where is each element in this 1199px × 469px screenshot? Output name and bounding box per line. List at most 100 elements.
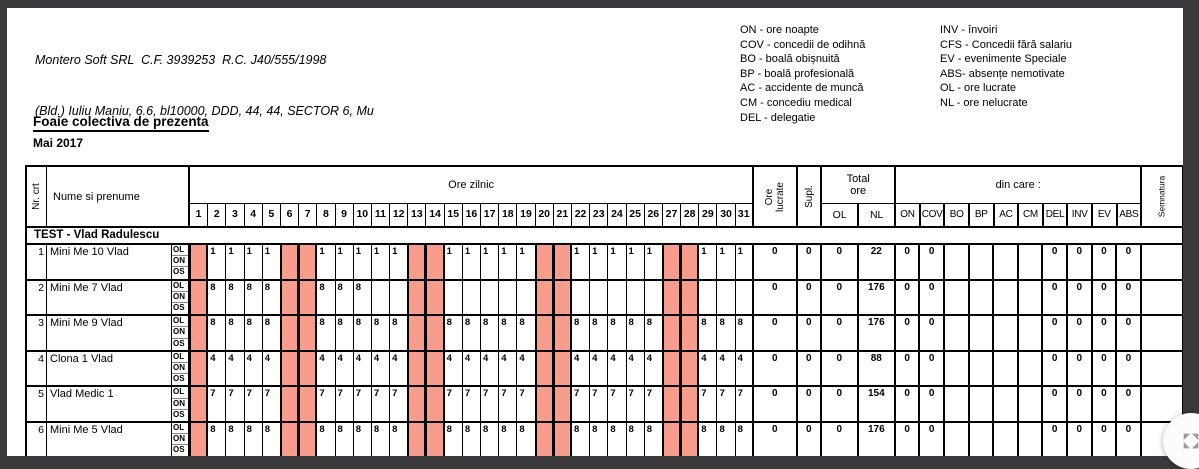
day-col-header: 2 (208, 204, 227, 228)
cell-abs: 0 (1117, 245, 1142, 279)
viewer-frame-right (1183, 0, 1199, 456)
day-cell: 8 (736, 316, 754, 350)
day-cell (280, 280, 300, 315)
day-col-header: 8 (317, 204, 336, 228)
day-cell: 1 (645, 245, 663, 279)
cell-supl: 0 (798, 387, 822, 421)
day-cell: 7 (481, 387, 500, 421)
cell-semnatura (1142, 281, 1182, 315)
day-cell (681, 387, 700, 421)
subrow-label: OL (172, 245, 188, 257)
day-cell: 8 (354, 316, 372, 350)
cell-cov: 0 (920, 245, 945, 279)
day-col-header: 24 (608, 204, 627, 228)
subrow-labels: OL ON OS (172, 280, 190, 315)
day-cell (590, 280, 609, 315)
cell-semnatura (1142, 316, 1182, 350)
cell-total-nl: 176 (859, 422, 896, 456)
cell-cm (1019, 280, 1044, 315)
legend-item: INV - învoiri (940, 24, 998, 36)
row-number: 2 (27, 280, 47, 315)
day-cell (572, 280, 591, 315)
day-cell: 4 (499, 351, 518, 386)
day-cell (627, 280, 645, 315)
day-cell: 4 (481, 351, 500, 386)
day-cell (426, 422, 445, 456)
cell-cm (1019, 422, 1044, 456)
day-cell: 7 (317, 387, 336, 421)
row-number: 3 (27, 316, 47, 350)
day-col-header: 3 (226, 204, 245, 228)
day-cell (299, 387, 318, 421)
row-number: 4 (27, 351, 47, 386)
cell-on: 0 (896, 280, 921, 315)
subrow-label: OS (173, 267, 185, 277)
day-cell: 7 (517, 387, 536, 421)
day-cell: 7 (226, 387, 245, 421)
day-cell: 8 (699, 422, 718, 456)
day-cell: 4 (645, 351, 663, 386)
legend-item: COV - concedii de odihnă (740, 38, 866, 51)
header-name: Nume si prenume (47, 167, 190, 226)
day-cell: 8 (572, 316, 591, 350)
legend-item: ON - ore noapte (740, 24, 819, 36)
subrow-label: ON (172, 399, 188, 410)
cell-ev: 0 (1093, 316, 1118, 350)
day-cell: 8 (317, 280, 336, 315)
day-cell: 8 (699, 316, 718, 350)
din-care-col-header: ON (896, 204, 921, 228)
viewer-frame-top (0, 0, 1199, 8)
cell-del: 0 (1043, 280, 1068, 315)
company-info: Montero Soft SRL C.F. 3939253 R.C. J40/5… (35, 18, 374, 154)
cell-bo (945, 280, 970, 315)
day-cell: 1 (445, 245, 463, 279)
day-cell (445, 280, 463, 315)
day-cell: 1 (263, 245, 281, 279)
day-cell: 4 (572, 351, 591, 386)
day-cell: 7 (390, 387, 409, 421)
din-care-col-header: ABS (1118, 204, 1143, 228)
subrow-label: OL (172, 423, 188, 435)
move-icon (1183, 433, 1199, 449)
day-cell (535, 351, 554, 386)
day-cell: 7 (354, 387, 372, 421)
cell-inv: 0 (1068, 351, 1093, 386)
cell-bo (945, 351, 970, 386)
document-page: Montero Soft SRL C.F. 3939253 R.C. J40/5… (7, 8, 1183, 456)
day-cell: 4 (608, 351, 627, 386)
day-cell: 8 (226, 316, 245, 350)
day-cell: 8 (245, 422, 263, 456)
header-supl: Supl. (798, 167, 823, 226)
day-cell: 7 (572, 387, 591, 421)
day-cell (517, 280, 536, 315)
day-col-header: 13 (408, 204, 427, 228)
employee-name: Mini Me 10 Vlad (47, 245, 172, 279)
day-cell: 8 (445, 422, 463, 456)
day-cell: 7 (263, 387, 281, 421)
header-ore-zilnic: Ore zilnic (190, 167, 755, 204)
day-cell: 8 (463, 316, 481, 350)
day-cell (299, 316, 318, 350)
day-cell: 8 (590, 316, 609, 350)
day-col-header: 27 (663, 204, 682, 228)
day-cell (681, 316, 700, 350)
day-cell: 8 (608, 316, 627, 350)
subrow-label: OL (172, 387, 188, 399)
day-cell: 1 (572, 245, 591, 279)
day-col-header: 7 (299, 204, 318, 228)
subrow-label: ON (172, 327, 188, 339)
day-col-header: 14 (426, 204, 445, 228)
day-cell: 8 (608, 422, 627, 456)
day-col-header: 25 (627, 204, 645, 228)
din-care-col-header: DEL (1044, 204, 1069, 228)
day-cell: 7 (208, 387, 227, 421)
employee-row: 4 Clona 1 Vlad OL ON OS 4 4 4 4 4 4 4 4 4 4 4 4 4 4 4 4 4 4 4 4 4… (27, 351, 1183, 388)
employee-name: Clona 1 Vlad (47, 351, 172, 386)
cell-cm (1019, 245, 1044, 279)
day-cell: 8 (517, 422, 536, 456)
employee-name: Mini Me 5 Vlad (47, 422, 172, 456)
subrow-label: OL (172, 316, 188, 328)
day-cell (426, 316, 445, 350)
cell-supl: 0 (798, 351, 822, 386)
cell-bp (970, 387, 995, 421)
